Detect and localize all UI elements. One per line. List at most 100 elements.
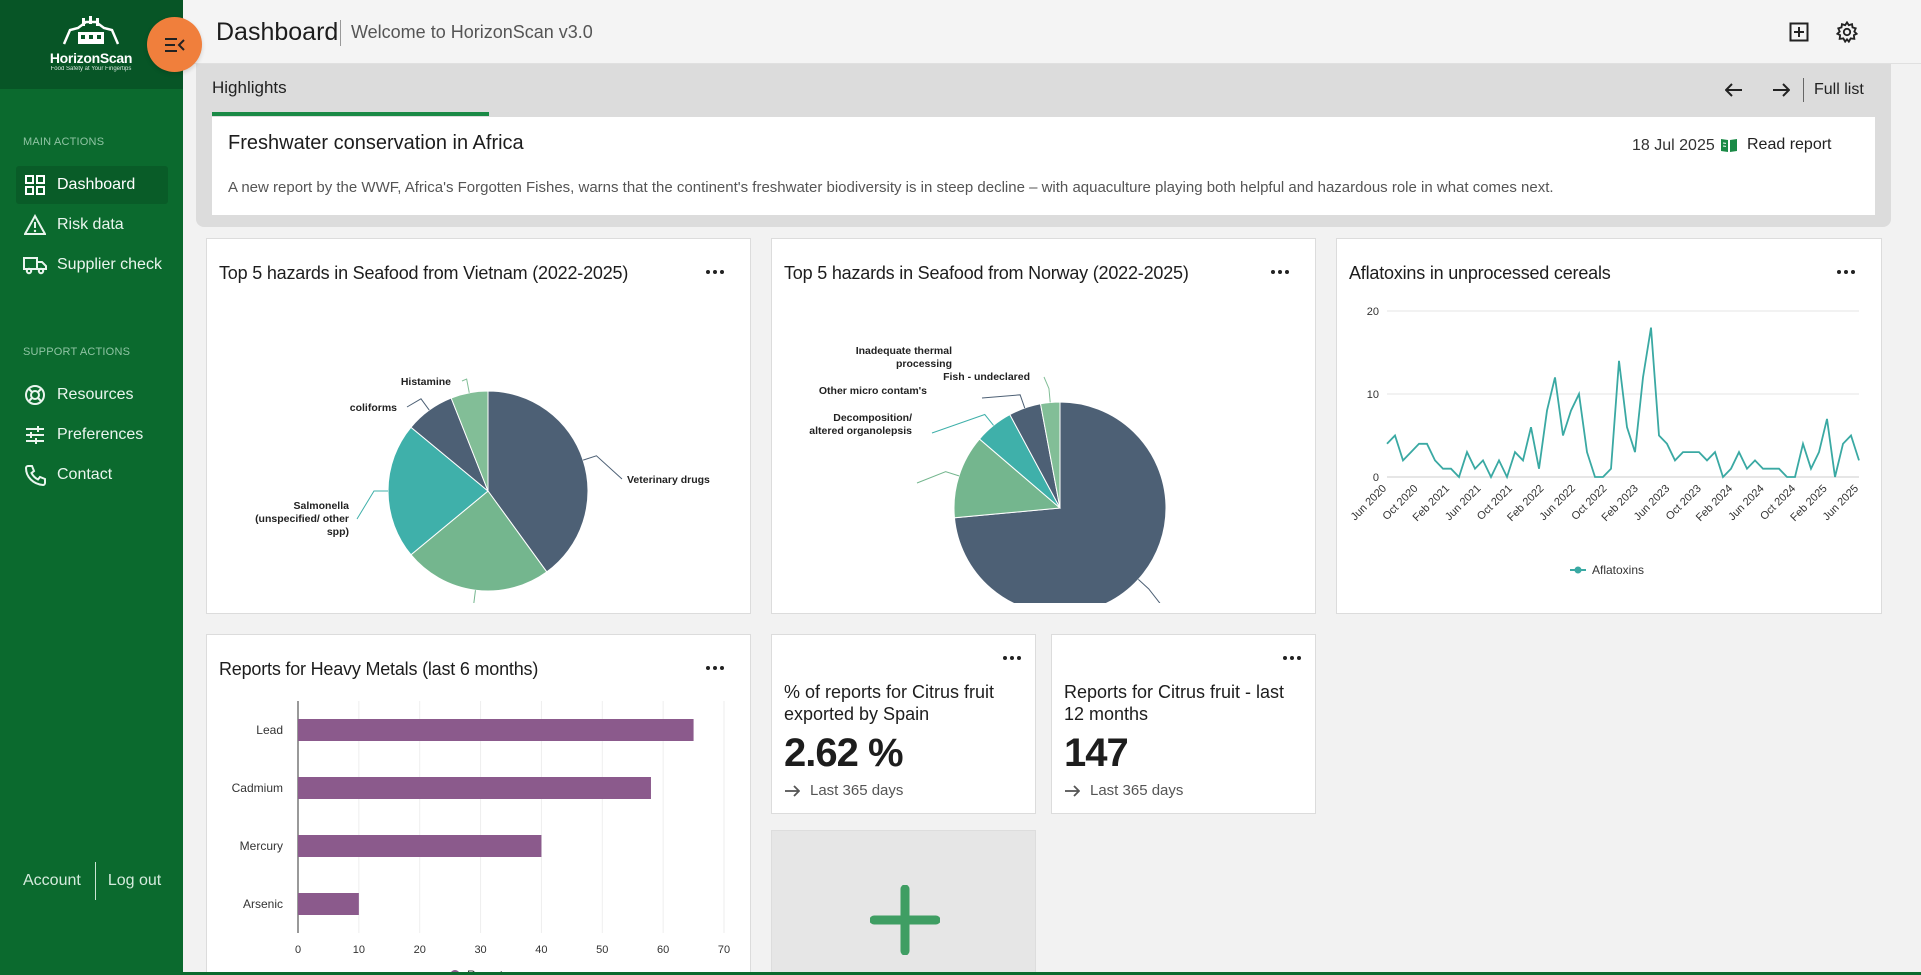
card-more-button[interactable] <box>701 659 729 677</box>
settings-button[interactable] <box>1833 18 1861 46</box>
gear-icon <box>1836 21 1858 43</box>
heavy-metals-bar-chart: 0 10 20 30 40 50 60 70 Lead Cadmium Mercury Arsenic… <box>232 701 730 975</box>
heavy-metals-card: Reports for Heavy Metals (last 6 months)… <box>206 634 751 975</box>
x-tick-label: 40 <box>535 944 547 956</box>
kpi-period: Last 365 days <box>1090 782 1184 799</box>
y-tick-label: Cadmium <box>232 781 283 795</box>
dashboard-grid-icon <box>23 173 47 197</box>
read-report-label: Read report <box>1747 136 1832 153</box>
bar <box>298 893 359 915</box>
card-more-button[interactable] <box>1278 649 1306 667</box>
tab-highlights[interactable]: Highlights <box>212 78 287 97</box>
sidebar-item-preferences[interactable]: Preferences <box>16 416 168 454</box>
y-tick-label: Mercury <box>240 839 283 853</box>
add-widget-header-button[interactable] <box>1785 18 1813 46</box>
highlight-title: Freshwater conservation in Africa <box>228 132 524 154</box>
sidebar-item-resources[interactable]: Resources <box>16 376 168 414</box>
account-divider <box>94 862 96 900</box>
bar <box>298 777 651 799</box>
brand-name: HorizonScan <box>49 50 133 66</box>
collapse-menu-icon <box>164 37 185 52</box>
pie-label: coliforms <box>350 402 397 414</box>
sidebar-item-risk-data[interactable]: Risk data <box>16 206 168 244</box>
more-dots-icon <box>706 270 724 274</box>
arrow-left-icon <box>1725 83 1742 97</box>
highlights-panel: Highlights Full list Freshwater conserva… <box>196 64 1891 227</box>
y-tick-label: Arsenic <box>243 897 283 911</box>
sidebar-item-dashboard[interactable]: Dashboard <box>16 166 168 204</box>
y-tick-label: 0 <box>1373 472 1379 484</box>
legend-label: Reports <box>467 968 509 975</box>
bar <box>298 719 694 741</box>
book-icon <box>1721 139 1737 152</box>
more-dots-icon <box>1271 270 1289 274</box>
factory-logo-icon <box>62 16 120 45</box>
pie-label: Inadequate thermal processing <box>856 345 952 370</box>
logout-link[interactable]: Log out <box>107 872 162 889</box>
card-title: Top 5 hazards in Seafood from Norway (20… <box>784 263 1189 283</box>
more-dots-icon <box>1003 656 1021 660</box>
pie-leader-line <box>916 471 960 484</box>
norway-hazards-card: Top 5 hazards in Seafood from Norway (20… <box>771 238 1316 614</box>
add-widget-button[interactable] <box>771 830 1036 975</box>
norway-pie-chart: ListeriaDecomposition/altered organoleps… <box>809 345 1167 603</box>
menu-collapse-button[interactable] <box>147 17 202 72</box>
pie-leader-line <box>473 590 476 603</box>
pie-leader-line <box>1137 579 1161 603</box>
highlight-prev-button[interactable] <box>1720 76 1748 104</box>
warning-icon <box>23 213 47 237</box>
horizonscan-logo[interactable]: HorizonScan Food Safety at Your Fingerti… <box>46 14 136 72</box>
page-subtitle: Welcome to HorizonScan v3.0 <box>351 22 593 42</box>
kpi-spain-citrus-card: % of reports for Citrus fruit exported b… <box>771 634 1036 814</box>
sidebar: HorizonScan Food Safety at Your Fingerti… <box>0 0 183 975</box>
x-tick-label: 20 <box>414 944 426 956</box>
read-report-button[interactable]: Read report <box>1720 136 1832 154</box>
full-list-link[interactable]: Full list <box>1814 81 1864 98</box>
support-actions-heading: SUPPORT ACTIONS <box>23 346 131 358</box>
sidebar-item-label: Risk data <box>57 216 124 233</box>
brand-tagline: Food Safety at Your Fingertips <box>50 66 132 72</box>
pie-leader-line <box>406 398 430 411</box>
pie-label: Decomposition/altered organolepsis <box>809 412 912 437</box>
pie-label: Other micro contam's <box>819 385 927 397</box>
pie-label: Salmonella (unspecified/ other spp) <box>255 500 349 538</box>
sidebar-item-contact[interactable]: Contact <box>16 456 168 494</box>
legend-label: Aflatoxins <box>1592 563 1644 577</box>
kpi-period: Last 365 days <box>810 782 904 799</box>
kpi-citrus-reports-card: Reports for Citrus fruit - last 12 month… <box>1051 634 1316 814</box>
pie-slice <box>387 426 489 556</box>
lifebuoy-icon <box>23 383 47 407</box>
highlight-date: 18 Jul 2025 <box>1632 137 1715 154</box>
vietnam-pie-chart: Veterinary drugsDecomposition/altered or… <box>255 376 710 603</box>
card-title: Aflatoxins in unprocessed cereals <box>1349 263 1611 283</box>
kpi-title: Reports for Citrus fruit - last 12 month… <box>1064 682 1285 724</box>
page-title: Dashboard <box>216 18 339 46</box>
x-tick-label: 0 <box>295 944 301 956</box>
vietnam-hazards-card: Top 5 hazards in Seafood from Vietnam (2… <box>206 238 751 614</box>
x-tick-label: 70 <box>718 944 730 956</box>
pie-label: Histamine <box>401 376 451 388</box>
bar <box>298 835 542 857</box>
bottom-accent-line <box>0 972 1921 975</box>
highlight-card: Freshwater conservation in Africa 18 Jul… <box>212 117 1875 215</box>
card-more-button[interactable] <box>1266 263 1294 281</box>
truck-icon <box>23 253 47 277</box>
sidebar-item-supplier-check[interactable]: Supplier check <box>16 246 168 284</box>
card-more-button[interactable] <box>1832 263 1860 281</box>
card-more-button[interactable] <box>998 649 1026 667</box>
add-square-icon <box>1789 22 1809 42</box>
sidebar-item-label: Dashboard <box>57 176 136 193</box>
pie-slice <box>450 390 489 492</box>
card-more-button[interactable] <box>701 263 729 281</box>
y-tick-label: 20 <box>1367 306 1379 318</box>
highlight-next-button[interactable] <box>1767 76 1795 104</box>
account-link[interactable]: Account <box>23 872 81 889</box>
pie-slice <box>410 490 548 592</box>
x-tick-label: 30 <box>474 944 486 956</box>
card-title: Reports for Heavy Metals (last 6 months) <box>219 659 539 679</box>
account-row: Account Log out <box>23 862 161 900</box>
pie-label: Veterinary drugs <box>627 474 710 486</box>
arrow-right-icon <box>784 784 800 797</box>
more-dots-icon <box>1837 270 1855 274</box>
